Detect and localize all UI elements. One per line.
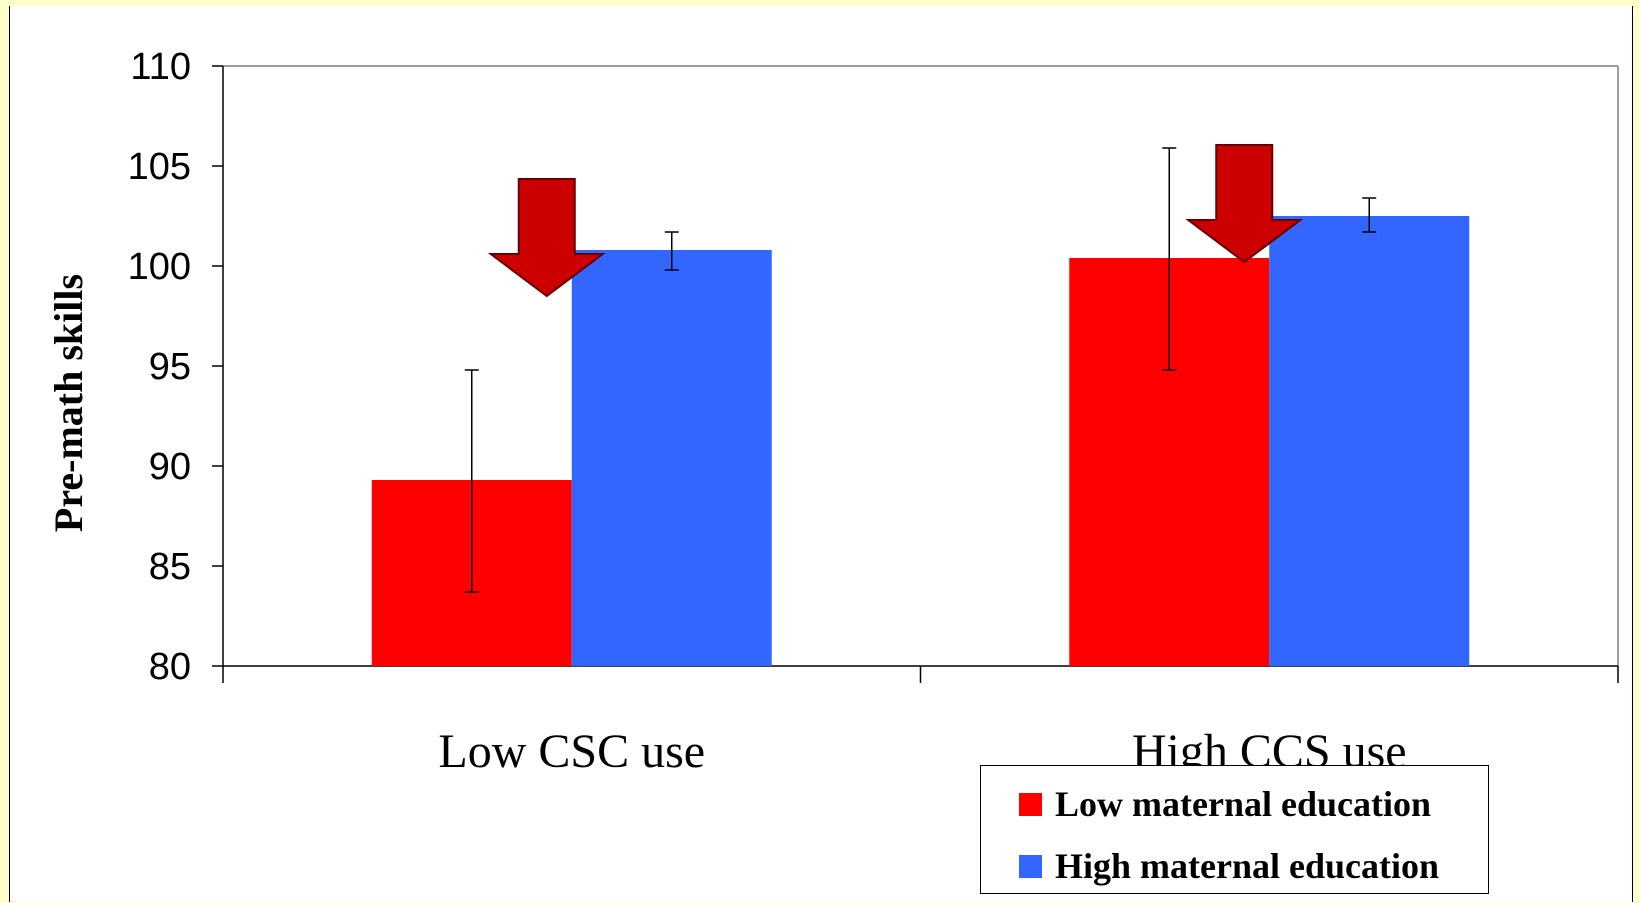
y-axis-title: Pre-math skills — [46, 274, 91, 532]
y-tick-label: 90 — [149, 446, 191, 488]
bars-group — [371, 216, 1470, 666]
legend-label: Low maternal education — [1055, 784, 1431, 824]
legend-item-high-maternal-education: High maternal education — [1019, 845, 1439, 887]
y-tick-label: 95 — [149, 346, 191, 388]
y-tick-label: 100 — [128, 246, 191, 288]
error-bars-group — [464, 147, 1377, 593]
down-arrow-icon — [487, 178, 606, 298]
arrow-annotations — [487, 144, 1304, 298]
y-axis: 80 85 90 95 100 105 110 — [128, 46, 1619, 688]
x-category-label: Low CSC use — [438, 725, 705, 778]
y-tick-label: 80 — [149, 646, 191, 688]
y-tick-label: 110 — [130, 46, 191, 88]
y-tick-label: 85 — [149, 546, 191, 588]
legend-label: High maternal education — [1055, 846, 1439, 886]
legend-swatch-red — [1019, 792, 1042, 816]
legend: Low maternal education High maternal edu… — [980, 765, 1489, 894]
bar-high-maternal-education — [571, 250, 772, 666]
bar-high-maternal-education — [1269, 216, 1470, 666]
legend-swatch-blue — [1019, 854, 1042, 878]
legend-item-low-maternal-education: Low maternal education — [1019, 783, 1431, 825]
x-axis: Low CSC use High CCS use — [222, 665, 1619, 778]
down-arrow-icon — [1185, 144, 1304, 264]
y-tick-label: 105 — [128, 146, 191, 188]
